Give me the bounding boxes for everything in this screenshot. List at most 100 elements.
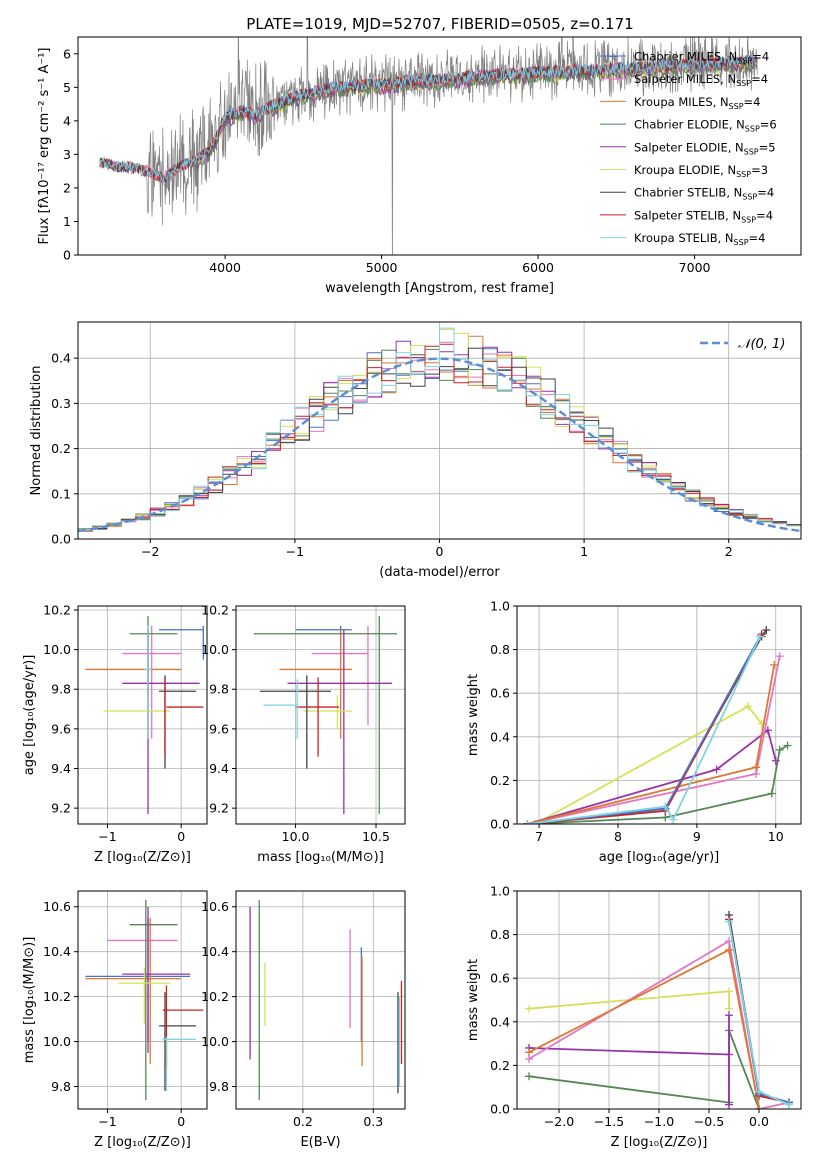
y-tick-label: 10.2 (201, 602, 229, 617)
x-tick-label: −1 (286, 544, 304, 559)
mass-weight-marker (744, 702, 753, 711)
y-tick-label: 9.8 (51, 1079, 71, 1094)
mass-weight-marker (725, 987, 733, 996)
mass-weight-marker (725, 917, 733, 926)
y-tick-label: 0.8 (490, 642, 510, 657)
mass-weight-marker (770, 660, 779, 669)
y-tick-label: 9.2 (51, 801, 71, 816)
x-tick-label: −2 (141, 544, 159, 559)
y-axis-label: Flux [fλ10⁻¹⁷ erg cm⁻² s⁻¹ A⁻¹] (37, 48, 52, 245)
y-tick-label: 3 (63, 147, 71, 162)
x-axis-label: (data-model)/error (379, 565, 500, 580)
x-tick-label: −1.0 (644, 1114, 674, 1129)
mass-weight-marker (783, 741, 792, 750)
mass-weight-marker (785, 1100, 793, 1109)
mass-weight-vs-age-panel: 7 8 9 10 0.0 0.2 0.4 0.6 0.8 1.0 age [log₁₀(age/yr… (466, 599, 802, 865)
x-tick-label: 10 (768, 829, 784, 844)
plot-area (525, 910, 793, 1109)
y-tick-label: 10.6 (43, 899, 71, 914)
y-tick-label: 0.6 (490, 686, 510, 701)
y-tick-label: 1 (63, 214, 71, 229)
mass-weight-marker (775, 652, 784, 661)
mass-weight-marker (712, 765, 721, 774)
y-axis-label: mass [log₁₀(M/M⊙)] (22, 937, 37, 1064)
y-tick-label: 2 (63, 180, 71, 195)
legend-label-chabrier_elodie: Chabrier ELODIE, NSSP=6 (634, 118, 777, 134)
y-tick-label: 0.4 (490, 1014, 510, 1029)
axes-frame (235, 890, 406, 1110)
y-tick-label: 0.6 (490, 971, 510, 986)
normal-curve (78, 357, 801, 533)
mass-weight-marker (725, 1011, 733, 1020)
y-tick-label: 10.4 (201, 944, 229, 959)
y-tick-label: 0.2 (490, 1058, 510, 1073)
plot-area (85, 899, 204, 1101)
x-tick-label: 0 (177, 1114, 185, 1129)
x-tick-label: −1.5 (594, 1114, 624, 1129)
plot-area (99, 37, 758, 255)
legend-label-salpeter_miles: Salpeter MILES, NSSP=4 (634, 72, 768, 88)
mass-weight-marker (725, 945, 733, 954)
axes-frame (516, 605, 802, 825)
x-axis-label: wavelength [Angstrom, rest frame] (325, 281, 554, 296)
mass-weight-marker (775, 745, 784, 754)
y-tick-label: 4 (63, 113, 71, 128)
age-vs-metallicity-panel: −1 0 9.2 9.4 9.6 9.8 10.0 10.2 Z [log₁₀(Z/Z⊙)] ag… (22, 602, 208, 865)
spectrum-legend: + Chabrier MILES, NSSP=4 + Salpeter MILES, … (600, 50, 777, 247)
mass-weight-marker (725, 1100, 733, 1109)
x-tick-label: 0 (177, 829, 185, 844)
y-tick-label: 10.2 (43, 989, 71, 1004)
y-tick-label: 0.4 (51, 351, 71, 366)
y-tick-label: 0.4 (490, 729, 510, 744)
legend-label-salpeter_stelib: Salpeter STELIB, NSSP=4 (634, 208, 773, 224)
plot-area (249, 899, 403, 1101)
axes-frame (77, 890, 208, 1110)
x-tick-label: −1 (98, 829, 116, 844)
legend-label-chabrier_stelib: Chabrier STELIB, NSSP=4 (634, 186, 774, 202)
y-tick-label: 10.0 (43, 1034, 71, 1049)
y-tick-label: 9.4 (51, 761, 71, 776)
mass-weight-line-kroupa_miles (528, 948, 760, 1109)
axes-frame (77, 36, 802, 256)
legend-label-kroupa_elodie: Kroupa ELODIE, NSSP=3 (634, 163, 768, 179)
x-tick-label: −2.0 (544, 1114, 574, 1129)
x-tick-label: 10.0 (282, 829, 310, 844)
mass-weight-line-kroupa_elodie (534, 705, 763, 824)
x-tick-label: 0.0 (749, 1114, 769, 1129)
mass-weight-marker (755, 632, 764, 641)
y-tick-label: 10.6 (201, 899, 229, 914)
x-tick-label: 9 (693, 829, 701, 844)
x-tick-label: 7 (535, 829, 543, 844)
legend-label-kroupa_stelib: Kroupa STELIB, NSSP=4 (634, 231, 765, 247)
mass-weight-marker (525, 1004, 533, 1013)
histogram-chabrier_stelib (78, 347, 801, 531)
mass-weight-marker (725, 1050, 733, 1059)
legend-marker: + (608, 50, 617, 63)
y-tick-label: 0.8 (490, 927, 510, 942)
y-tick-label: 9.4 (209, 761, 229, 776)
residuals-legend: 𝒩(0, 1) (700, 337, 785, 352)
x-tick-label: 0 (436, 544, 444, 559)
x-tick-label: 5000 (366, 260, 398, 275)
mass-weight-marker (762, 625, 771, 634)
y-axis-label: Normed distribution (29, 366, 44, 496)
age-vs-mass-panel: 10.0 10.5 9.2 9.4 9.6 9.8 10.0 10.2 mass [log₁₀(… (201, 602, 406, 865)
y-tick-label: 10.4 (43, 944, 71, 959)
x-tick-label: 8 (614, 829, 622, 844)
x-axis-label: Z [log₁₀(Z/Z⊙)] (611, 1135, 708, 1150)
y-axis-label: age [log₁₀(age/yr)] (22, 655, 37, 776)
y-tick-label: 0.2 (51, 441, 71, 456)
x-axis-label: E(B-V) (300, 1135, 340, 1150)
residuals-panel: −2 −1 0 1 2 0.0 0.1 0.2 0.3 0.4 (data-model)/error… (29, 321, 802, 580)
mass-weight-line-kroupa_stelib (527, 636, 761, 824)
x-tick-label: 6000 (522, 260, 554, 275)
y-axis-label: mass weight (466, 959, 481, 1041)
y-tick-label: 10.0 (201, 1034, 229, 1049)
mass-weight-vs-metallicity-panel: −2.0 −1.5 −1.0 −0.5 0.0 0.0 0.2 0.4 0.6 0.8 1.0 Z [… (466, 884, 802, 1150)
plot-area (85, 615, 204, 815)
figure-title: PLATE=1019, MJD=52707, FIBERID=0505, z=0… (246, 15, 633, 33)
mass-weight-marker (525, 1072, 533, 1081)
y-tick-label: 6 (63, 46, 71, 61)
legend-label-normal: 𝒩(0, 1) (738, 337, 785, 352)
